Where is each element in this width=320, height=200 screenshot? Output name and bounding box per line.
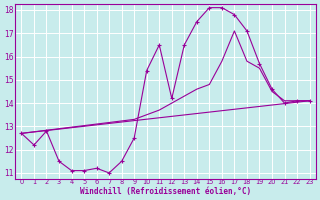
X-axis label: Windchill (Refroidissement éolien,°C): Windchill (Refroidissement éolien,°C) xyxy=(80,187,251,196)
